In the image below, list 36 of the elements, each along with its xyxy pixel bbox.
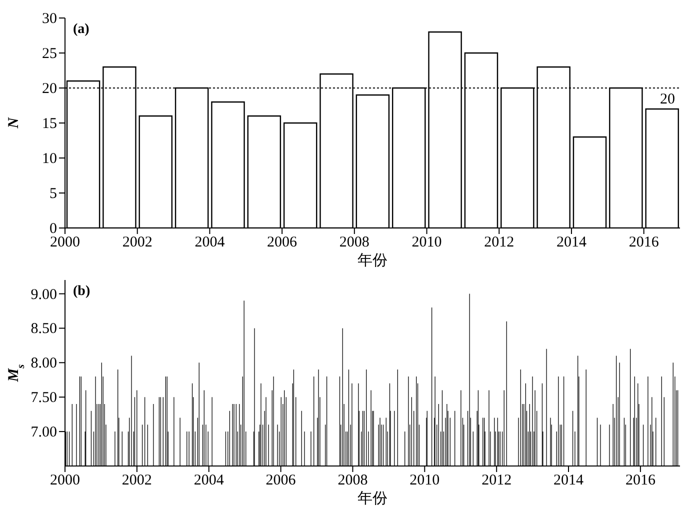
x-tick-label: 2014: [556, 234, 587, 251]
x-tick-label: 2014: [554, 472, 584, 489]
x-tick-label: 2008: [339, 234, 370, 251]
y-tick-label: 8.50: [30, 321, 57, 338]
ref-line-label: 20: [660, 92, 675, 108]
y-tick-label: 15: [42, 116, 57, 132]
y-tick-label: 20: [42, 81, 57, 97]
y-axis-title: N: [6, 116, 22, 130]
y-tick-label: 5: [50, 186, 57, 202]
y-tick-label: 10: [42, 151, 57, 167]
x-tick-label: 2006: [266, 472, 296, 489]
y-tick-label: 30: [42, 11, 57, 27]
x-tick-label: 2006: [267, 234, 298, 251]
y-tick-label: 7.50: [30, 390, 57, 406]
x-tick-label: 2002: [122, 234, 152, 251]
x-tick-label: 2000: [50, 472, 80, 489]
y-tick-label: 0: [50, 221, 57, 237]
x-tick-label: 2016: [628, 234, 660, 251]
y-tick-label: 7.00: [30, 424, 57, 441]
y-tick-label: 9.00: [30, 286, 57, 303]
x-tick-label: 2010: [412, 234, 442, 251]
x-tick-label: 2010: [410, 472, 440, 489]
x-tick-label: 2012: [484, 234, 514, 251]
x-tick-label: 2012: [482, 472, 512, 489]
x-tick-label: 2004: [194, 472, 224, 489]
x-tick-label: 2004: [194, 234, 226, 251]
x-axis-title: 年份: [356, 252, 388, 270]
y-tick-label: 8.00: [30, 356, 57, 372]
x-tick-label: 2002: [122, 472, 152, 489]
x-tick-label: 2016: [625, 472, 656, 489]
annotation: (b): [73, 284, 90, 300]
x-tick-label: 2008: [338, 472, 368, 489]
x-tick-label: 2000: [50, 234, 80, 251]
y-tick-label: 25: [42, 46, 57, 62]
annotation: (a): [73, 22, 90, 38]
x-axis-title: 年份: [356, 490, 388, 508]
